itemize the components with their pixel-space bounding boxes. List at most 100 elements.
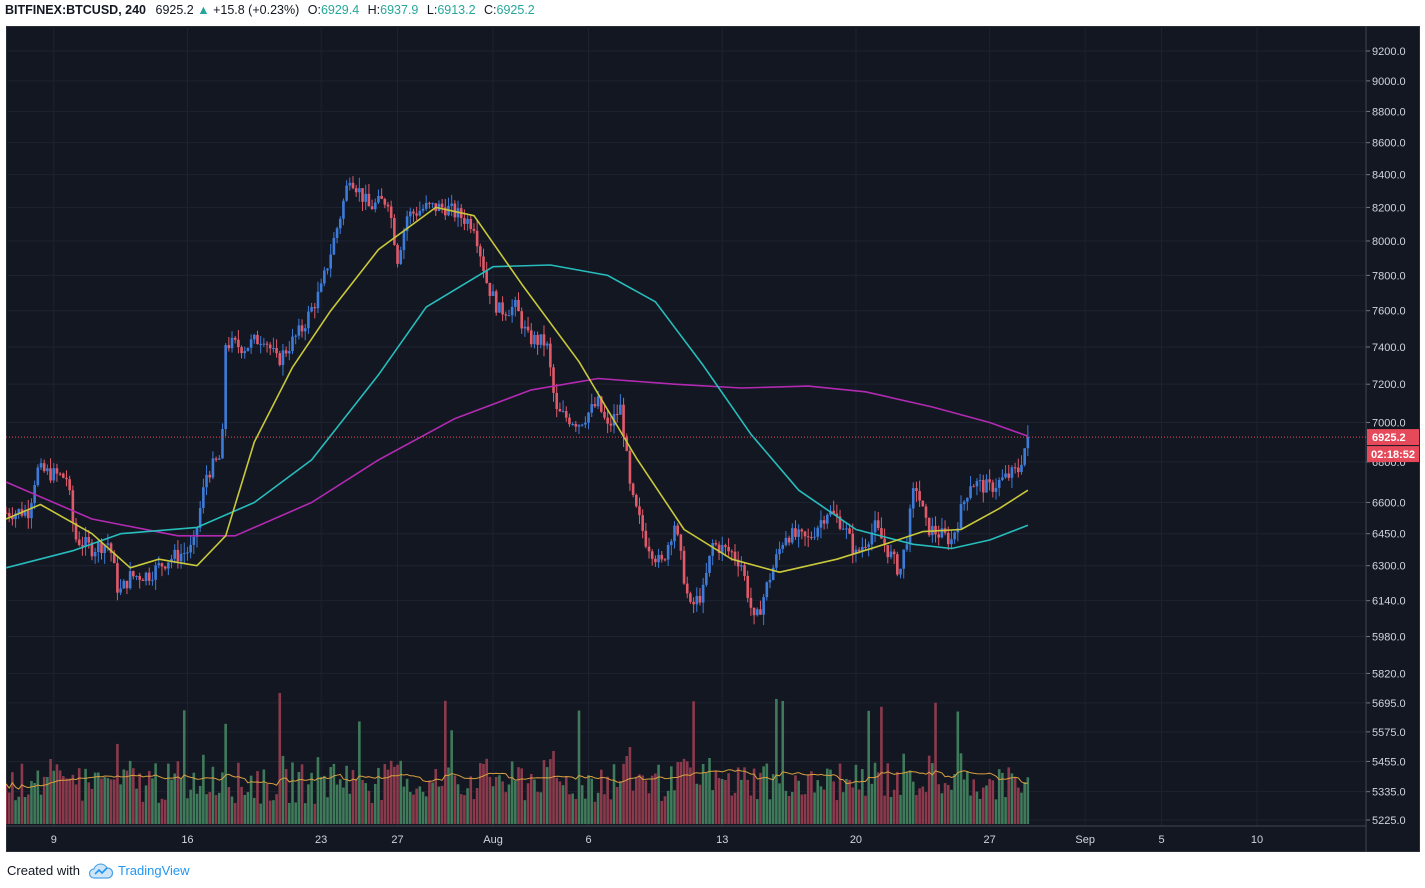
change-arrow-icon: ▲ [197, 3, 210, 17]
candle-body [752, 607, 756, 616]
volume-bar [55, 764, 59, 824]
volume-bar [326, 797, 329, 824]
volume-bar [899, 794, 902, 824]
volume-bar [154, 763, 157, 824]
chart-pane[interactable] [6, 26, 1420, 852]
candle-body [154, 565, 157, 580]
candle-body [504, 314, 508, 316]
timeframe[interactable]: 240 [125, 3, 147, 17]
candle-body [418, 210, 422, 216]
volume-bar [829, 769, 832, 824]
volume-bar [892, 789, 896, 824]
candle-body [759, 609, 762, 615]
volume-bar [504, 792, 508, 824]
candle-body [625, 436, 629, 451]
candle-body [730, 551, 734, 553]
candle-body [975, 481, 979, 487]
volume-bar [533, 779, 536, 824]
volume-bar [708, 758, 711, 824]
volume-bar [402, 786, 406, 824]
volume-bar [819, 786, 823, 824]
y-tick-label: 7200.0 [1372, 379, 1406, 391]
volume-bar [160, 798, 164, 824]
candle-body [724, 545, 727, 547]
volume-bar [42, 776, 46, 824]
volume-bar [740, 779, 743, 824]
volume-bar [810, 771, 813, 824]
candle-body [755, 609, 759, 616]
volume-bar [790, 791, 794, 824]
candle-body [23, 510, 27, 516]
candle-body [937, 534, 941, 538]
tradingview-link[interactable]: TradingView [118, 863, 190, 878]
volume-bar [988, 778, 991, 824]
candle-body [845, 528, 848, 530]
candle-body [58, 473, 62, 475]
volume-bar [240, 786, 243, 824]
candle-body [202, 487, 205, 509]
volume-bar [864, 795, 867, 824]
volume-bar [876, 772, 880, 824]
candle-body [361, 188, 364, 202]
candle-body [163, 566, 167, 569]
volume-bar [396, 764, 399, 824]
candlestick-chart[interactable]: 9200.0 9000.0 8800.0 8600.0 8400.0 8200.0 8000… [6, 26, 1420, 852]
candle-body [453, 203, 457, 218]
volume-bar [650, 775, 654, 824]
candle-body [517, 299, 520, 312]
volume-bar [329, 767, 332, 824]
candle-body [657, 554, 660, 563]
candle-body [959, 504, 963, 529]
candle-body [103, 544, 106, 554]
candle-body [545, 343, 549, 346]
low-value: 6913.2 [437, 3, 476, 17]
volume-bar [128, 760, 132, 824]
candle-body [307, 311, 310, 329]
volume-bar [202, 754, 205, 824]
candle-body [297, 325, 301, 336]
candle-body [415, 213, 418, 216]
volume-bar [937, 784, 941, 824]
volume-bar [246, 792, 250, 824]
symbol-name[interactable]: BITFINEX:BTCUSD, [5, 3, 122, 17]
candle-body [526, 326, 530, 331]
volume-bar [46, 777, 49, 824]
volume-bar [106, 778, 110, 824]
candle-body [988, 479, 991, 483]
candle-body [141, 579, 145, 582]
volume-bar [921, 786, 925, 824]
volume-bar [358, 721, 361, 824]
volume-bar [221, 772, 224, 824]
volume-bar [49, 759, 52, 824]
volume-bar [934, 702, 937, 824]
candle-body [259, 343, 262, 345]
candle-body [444, 207, 447, 216]
volume-bar [854, 764, 858, 824]
volume-bar [297, 771, 301, 824]
candle-body [46, 468, 49, 472]
candle-body [740, 565, 743, 567]
volume-bar [902, 753, 905, 824]
volume-bar [377, 767, 380, 824]
volume-bar [469, 776, 473, 824]
volume-bar [112, 779, 116, 824]
volume-bar [332, 763, 336, 824]
candle-body [39, 463, 43, 468]
volume-bar [705, 772, 708, 824]
volume-bar [927, 755, 931, 824]
candle-body [619, 404, 622, 415]
candle-body [867, 544, 870, 547]
volume-bar [832, 781, 835, 824]
volume-bar [784, 790, 788, 824]
volume-bar [806, 774, 810, 824]
candle-body [883, 538, 886, 546]
candle-body [552, 367, 555, 393]
volume-bar [132, 768, 135, 824]
candle-body [179, 553, 183, 562]
candle-body [507, 315, 511, 317]
candle-body [192, 536, 196, 545]
candle-body [281, 350, 285, 366]
candle-body [440, 203, 444, 208]
volume-bar [539, 792, 543, 824]
candle-body [221, 428, 224, 459]
